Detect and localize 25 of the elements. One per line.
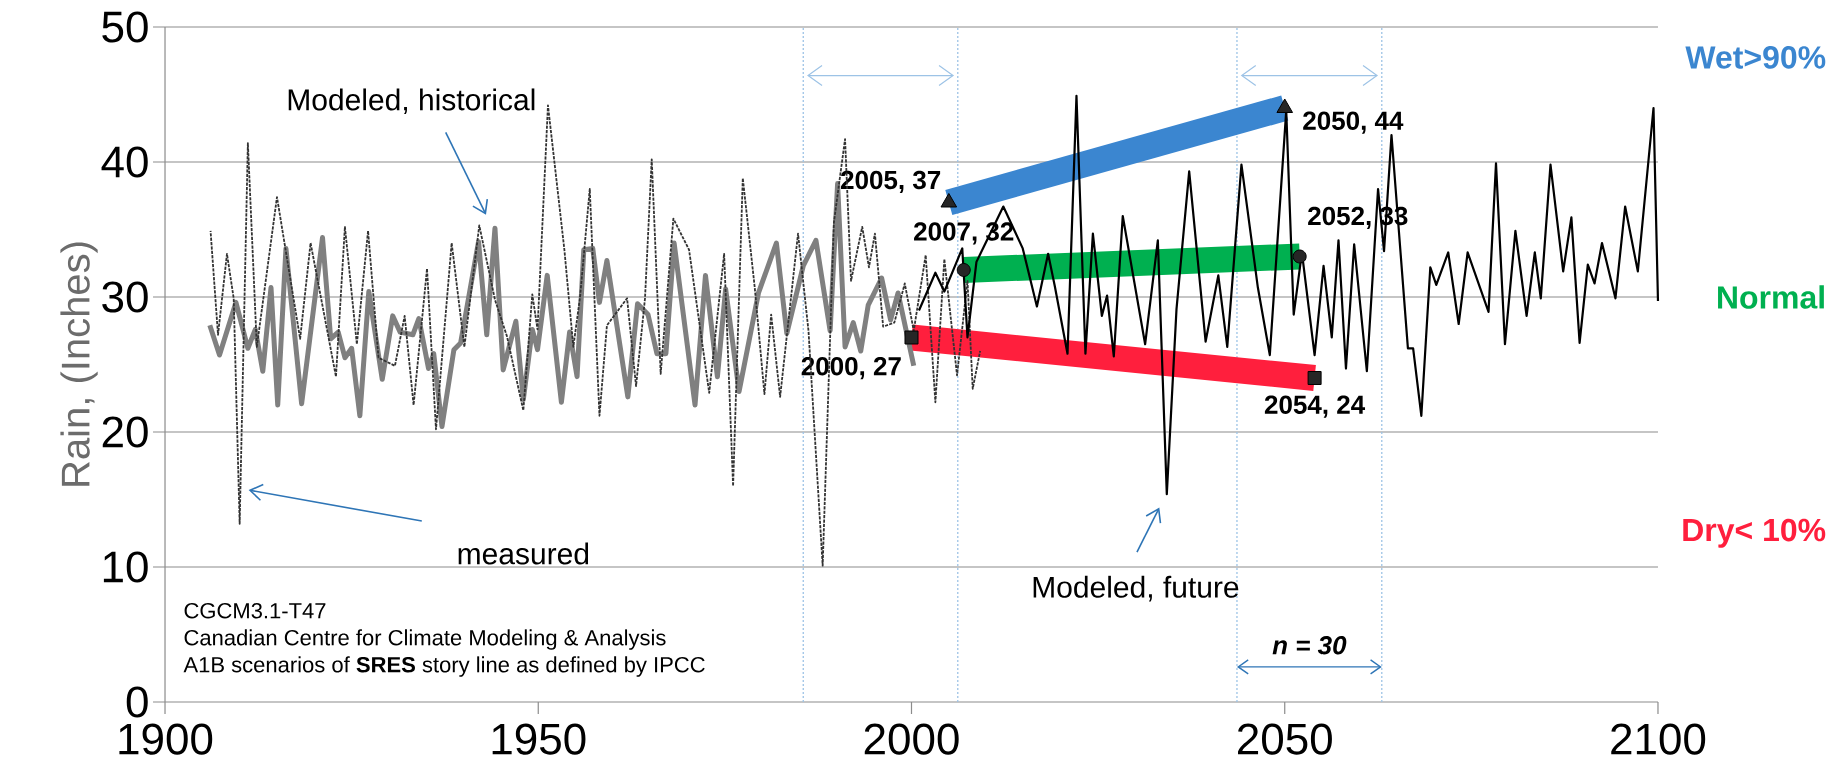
y-tick-label: 40 <box>101 146 148 178</box>
y-tick-label: 10 <box>103 551 148 583</box>
x-tick-label: 1950 <box>492 723 586 755</box>
x-tick-label: 2000 <box>864 723 959 755</box>
annotation: measured <box>458 542 589 565</box>
y-tick-label: 30 <box>102 281 148 313</box>
data-label: 2050, 44 <box>1303 111 1404 134</box>
annotation: Canadian Centre for Climate Modeling & Analysis <box>184 629 666 650</box>
y-tick-label: 0 <box>126 686 148 718</box>
annotation: A1B scenarios of SRES story line as defined by IPCC <box>183 656 705 677</box>
annotation: Modeled, future <box>1033 575 1239 602</box>
data-label: 2005, 37 <box>840 170 941 193</box>
annotation: n = 30 <box>1272 636 1347 655</box>
x-tick-label: 2100 <box>1611 723 1706 755</box>
y-tick-label: 20 <box>102 416 148 448</box>
annotation: CGCM3.1-T47 <box>184 602 326 619</box>
text: Dry< 10% <box>1683 518 1826 548</box>
y-tick-label: 50 <box>102 11 148 43</box>
y-axis-title: Rain, (Inches) <box>60 242 98 486</box>
x-tick-label: 2050 <box>1238 723 1332 755</box>
text: Wet>90% <box>1685 46 1826 69</box>
data-label: 2054, 24 <box>1264 395 1366 418</box>
x-tick-label: 1900 <box>119 723 213 755</box>
text: Normal <box>1718 285 1824 309</box>
annotation: Modeled, historical <box>288 88 535 115</box>
